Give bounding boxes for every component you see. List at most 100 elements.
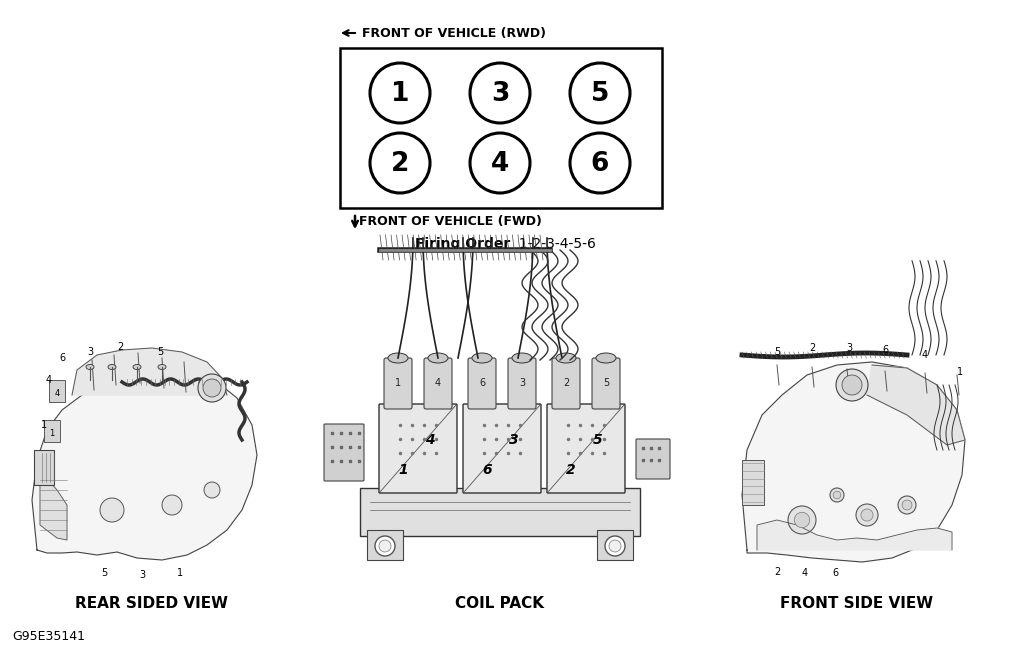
Ellipse shape xyxy=(133,365,141,369)
Ellipse shape xyxy=(108,365,116,369)
Text: 6: 6 xyxy=(482,463,492,477)
Text: COIL PACK: COIL PACK xyxy=(455,595,544,610)
Circle shape xyxy=(605,536,625,556)
Text: 5: 5 xyxy=(157,347,163,357)
Text: 1: 1 xyxy=(395,378,401,388)
Bar xyxy=(742,460,764,505)
Circle shape xyxy=(204,482,220,498)
Bar xyxy=(360,488,640,536)
Circle shape xyxy=(370,63,430,123)
Polygon shape xyxy=(40,475,67,540)
Circle shape xyxy=(898,496,916,514)
Text: 6: 6 xyxy=(59,353,65,363)
Text: FRONT OF VEHICLE (RWD): FRONT OF VEHICLE (RWD) xyxy=(362,26,546,39)
Bar xyxy=(49,380,65,402)
Text: FRONT OF VEHICLE (FWD): FRONT OF VEHICLE (FWD) xyxy=(359,215,542,229)
Text: 1: 1 xyxy=(49,430,55,438)
Polygon shape xyxy=(742,362,965,562)
Polygon shape xyxy=(757,520,952,550)
Text: 4: 4 xyxy=(54,390,60,399)
Text: 6: 6 xyxy=(479,378,485,388)
Bar xyxy=(597,530,633,560)
Text: 5: 5 xyxy=(593,433,603,447)
FancyBboxPatch shape xyxy=(636,439,671,479)
Circle shape xyxy=(856,504,878,526)
Text: 2: 2 xyxy=(773,567,781,577)
Text: 5: 5 xyxy=(773,347,781,357)
Ellipse shape xyxy=(158,365,166,369)
Circle shape xyxy=(570,63,630,123)
Ellipse shape xyxy=(428,353,448,363)
Bar xyxy=(44,420,60,442)
Text: 1: 1 xyxy=(398,463,408,477)
Text: 5: 5 xyxy=(591,81,609,107)
Circle shape xyxy=(830,488,844,502)
Text: 5: 5 xyxy=(603,378,609,388)
FancyBboxPatch shape xyxy=(463,404,541,493)
Text: 4: 4 xyxy=(46,375,52,385)
Circle shape xyxy=(609,540,621,552)
Circle shape xyxy=(861,509,873,521)
Bar xyxy=(34,450,54,485)
Text: 1: 1 xyxy=(390,81,410,107)
Text: 3: 3 xyxy=(139,570,145,580)
Circle shape xyxy=(162,495,182,515)
Text: 3: 3 xyxy=(519,378,525,388)
Text: 6: 6 xyxy=(591,151,609,177)
Text: 3: 3 xyxy=(510,433,519,447)
Bar xyxy=(367,530,403,560)
Text: 2: 2 xyxy=(567,463,576,477)
Text: 1: 1 xyxy=(957,367,963,377)
FancyBboxPatch shape xyxy=(592,358,620,409)
Text: 2: 2 xyxy=(391,151,410,177)
Text: 2: 2 xyxy=(809,343,815,353)
Circle shape xyxy=(470,133,530,193)
Text: FRONT SIDE VIEW: FRONT SIDE VIEW xyxy=(781,595,933,610)
Text: 4: 4 xyxy=(425,433,435,447)
FancyBboxPatch shape xyxy=(324,424,364,481)
FancyBboxPatch shape xyxy=(508,358,536,409)
Polygon shape xyxy=(32,370,257,560)
Polygon shape xyxy=(867,365,965,445)
Ellipse shape xyxy=(86,365,94,369)
Polygon shape xyxy=(72,348,227,395)
Text: 5: 5 xyxy=(101,568,107,578)
FancyBboxPatch shape xyxy=(468,358,496,409)
Ellipse shape xyxy=(556,353,576,363)
Circle shape xyxy=(834,491,841,499)
Text: Firing Order: Firing Order xyxy=(415,237,510,251)
Circle shape xyxy=(836,369,868,401)
Circle shape xyxy=(570,133,630,193)
Circle shape xyxy=(203,379,221,397)
Text: 4: 4 xyxy=(435,378,441,388)
Circle shape xyxy=(470,63,530,123)
Circle shape xyxy=(379,540,391,552)
Text: 2: 2 xyxy=(117,342,123,352)
Ellipse shape xyxy=(596,353,616,363)
Text: 3: 3 xyxy=(87,347,93,357)
Text: 3: 3 xyxy=(491,81,510,107)
Text: 1: 1 xyxy=(177,568,183,578)
Text: 2: 2 xyxy=(562,378,570,388)
Circle shape xyxy=(375,536,395,556)
Ellipse shape xyxy=(388,353,408,363)
FancyBboxPatch shape xyxy=(552,358,580,409)
Circle shape xyxy=(198,374,226,402)
Circle shape xyxy=(100,498,124,522)
Text: 4: 4 xyxy=(491,151,510,177)
Text: 6: 6 xyxy=(832,568,838,578)
Circle shape xyxy=(794,512,810,528)
Circle shape xyxy=(902,500,912,510)
Circle shape xyxy=(788,506,816,534)
Text: 3: 3 xyxy=(846,343,852,353)
FancyBboxPatch shape xyxy=(424,358,452,409)
Bar xyxy=(340,48,662,208)
Text: 4: 4 xyxy=(802,568,808,578)
Text: 6: 6 xyxy=(881,345,889,355)
Text: REAR SIDED VIEW: REAR SIDED VIEW xyxy=(75,595,228,610)
Text: 1-2-3-4-5-6: 1-2-3-4-5-6 xyxy=(510,237,596,251)
Circle shape xyxy=(370,133,430,193)
FancyBboxPatch shape xyxy=(379,404,457,493)
Text: 1: 1 xyxy=(41,420,47,430)
Circle shape xyxy=(842,375,862,395)
